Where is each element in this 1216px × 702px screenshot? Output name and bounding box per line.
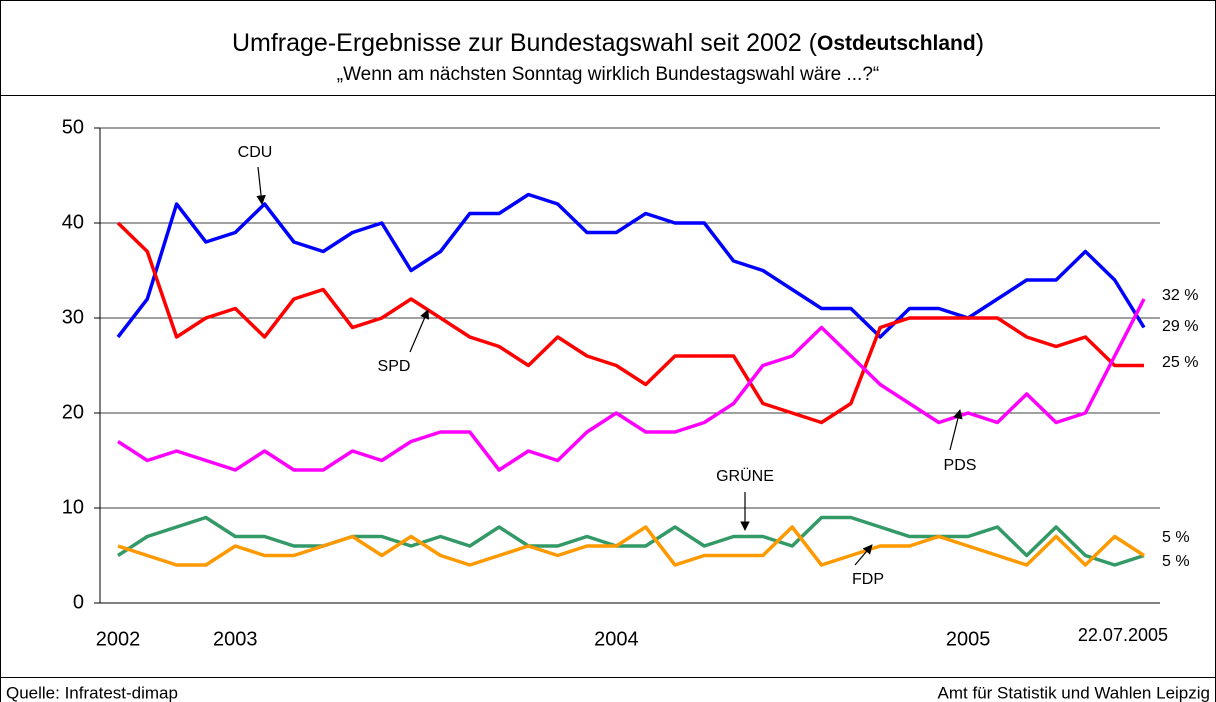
series-annotation: PDS bbox=[944, 457, 977, 474]
value-label: 25 % bbox=[1162, 354, 1198, 371]
annotation-arrow bbox=[854, 544, 873, 566]
series-line bbox=[117, 515, 1145, 567]
annotation-arrow bbox=[949, 409, 963, 451]
series-line bbox=[116, 192, 1146, 339]
annotation-arrow bbox=[256, 166, 266, 205]
series-annotation: CDU bbox=[238, 144, 273, 161]
value-label: 32 % bbox=[1162, 287, 1198, 304]
title-part: ) bbox=[976, 29, 984, 57]
series-line bbox=[117, 525, 1145, 567]
x-tick-label: 2002 bbox=[96, 628, 141, 650]
y-tick-label: 10 bbox=[62, 496, 84, 518]
y-tick-label: 20 bbox=[62, 401, 84, 423]
y-tick-label: 0 bbox=[73, 591, 84, 613]
title-part: Umfrage-Ergebnisse zur Bundestagswahl se… bbox=[232, 29, 818, 57]
x-tick-label: 2005 bbox=[946, 628, 991, 650]
value-label: 5 % bbox=[1162, 553, 1190, 570]
value-label: 5 % bbox=[1162, 529, 1190, 546]
title-emphasis: Ostdeutschland bbox=[817, 32, 976, 55]
y-tick-label: 40 bbox=[62, 211, 84, 233]
series-line bbox=[116, 221, 1144, 425]
value-label: 29 % bbox=[1162, 318, 1198, 335]
x-tick-label: 22.07.2005 bbox=[1078, 625, 1168, 645]
series-annotation: SPD bbox=[378, 358, 411, 375]
x-tick-label: 2004 bbox=[594, 628, 639, 650]
y-tick-label: 30 bbox=[62, 306, 84, 328]
series-annotation: GRÜNE bbox=[716, 467, 774, 485]
series-line bbox=[117, 298, 1146, 472]
y-tick-label: 50 bbox=[62, 116, 84, 138]
x-tick-label: 2003 bbox=[213, 628, 258, 650]
chart-title: Umfrage-Ergebnisse zur Bundestagswahl se… bbox=[232, 29, 984, 57]
credit: Amt für Statistik und Wahlen Leipzig bbox=[938, 683, 1210, 702]
chart-subtitle: „Wenn am nächsten Sonntag wirklich Bunde… bbox=[337, 64, 879, 85]
series-annotation: FDP bbox=[852, 571, 884, 588]
source: Quelle: Infratest-dimap bbox=[6, 683, 178, 702]
annotation-arrow bbox=[409, 309, 430, 353]
